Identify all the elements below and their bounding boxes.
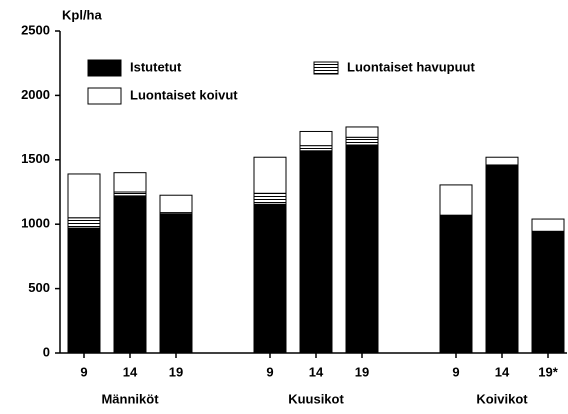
y-tick-label: 1500 — [21, 151, 50, 166]
bar-segment — [299, 150, 333, 354]
y-tick-label: 0 — [43, 344, 50, 359]
legend-swatch — [313, 61, 339, 75]
bar-segment — [67, 227, 101, 354]
y-tick-label: 1000 — [21, 216, 50, 231]
bar-segment — [253, 156, 287, 194]
bar-segment — [67, 217, 101, 229]
x-tick-label: 19 — [355, 364, 369, 379]
bar-segment — [345, 144, 379, 354]
y-tick-label: 500 — [28, 280, 50, 295]
group-label: Männiköt — [101, 391, 159, 406]
bar-segment — [67, 173, 101, 219]
x-tick-label: 9 — [452, 364, 459, 379]
x-tick-label: 9 — [80, 364, 87, 379]
bar-segment — [299, 145, 333, 152]
x-tick-label: 14 — [495, 364, 510, 379]
bar-segment — [345, 136, 379, 146]
bar-segment — [345, 126, 379, 138]
group-label: Koivikot — [476, 391, 528, 406]
legend-label: Luontaiset havupuut — [347, 59, 476, 74]
bar-segment — [531, 218, 565, 232]
x-tick-label: 14 — [309, 364, 324, 379]
bar-segment — [159, 194, 193, 214]
legend-swatch — [87, 59, 122, 77]
x-tick-label: 9 — [266, 364, 273, 379]
legend-label: Luontaiset koivut — [130, 87, 238, 102]
bar-segment — [113, 172, 147, 193]
y-axis-label: Kpl/ha — [62, 7, 102, 22]
legend-label: Istutetut — [130, 59, 182, 74]
group-label: Kuusikot — [288, 391, 344, 406]
bar-segment — [299, 130, 333, 147]
bar-segment — [253, 203, 287, 354]
bar-segment — [113, 195, 147, 354]
bar-segment — [113, 191, 147, 197]
bar-segment — [439, 184, 473, 216]
bar-segment — [485, 164, 519, 354]
y-tick-label: 2000 — [21, 87, 50, 102]
legend-swatch — [87, 87, 122, 105]
x-tick-label: 14 — [123, 364, 138, 379]
x-tick-label: 19* — [538, 364, 558, 379]
x-tick-label: 19 — [169, 364, 183, 379]
bar-segment — [439, 214, 473, 354]
bar-segment — [531, 230, 565, 354]
bar-segment — [159, 213, 193, 354]
y-tick-label: 2500 — [21, 22, 50, 37]
bar-segment — [253, 192, 287, 205]
bar-segment — [485, 156, 519, 166]
